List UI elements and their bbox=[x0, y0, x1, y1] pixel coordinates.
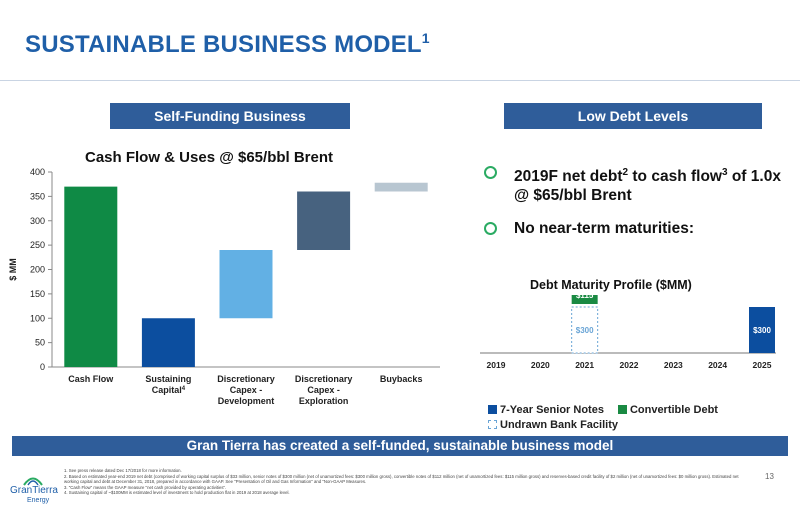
year-tick-label: 2023 bbox=[664, 360, 683, 370]
waterfall-bar bbox=[297, 191, 351, 250]
y-tick-label: 100 bbox=[30, 313, 45, 323]
low-debt-header: Low Debt Levels bbox=[504, 103, 762, 129]
year-tick-label: 2024 bbox=[708, 360, 727, 370]
waterfall-bar bbox=[141, 318, 195, 367]
debt-chart-title: Debt Maturity Profile ($MM) bbox=[530, 278, 692, 292]
y-tick-label: 350 bbox=[30, 191, 45, 201]
waterfall-bar bbox=[64, 186, 118, 367]
page-number: 13 bbox=[765, 472, 774, 481]
year-tick-label: 2020 bbox=[531, 360, 550, 370]
x-tick-label: Capital4 bbox=[152, 385, 186, 395]
y-tick-label: 250 bbox=[30, 240, 45, 250]
waterfall-bar bbox=[374, 182, 428, 192]
x-tick-label: Capex - bbox=[230, 385, 263, 395]
x-tick-label: Development bbox=[218, 396, 275, 406]
footnote: 1. See press release dated Dec 17/2018 f… bbox=[64, 468, 182, 473]
cash-flow-chart-title: Cash Flow & Uses @ $65/bbl Brent bbox=[85, 149, 334, 166]
legend-convertible-debt: Convertible Debt bbox=[617, 404, 718, 416]
y-tick-label: 400 bbox=[30, 167, 45, 177]
year-tick-label: 2021 bbox=[575, 360, 594, 370]
legend-swatch bbox=[617, 405, 627, 414]
x-tick-label: Capex - bbox=[307, 385, 340, 395]
slide-title: SUSTAINABLE BUSINESS MODEL1 bbox=[25, 30, 430, 58]
footnote: 2. Based on estimated year-end 2019 net … bbox=[64, 473, 739, 485]
x-tick-label: Cash Flow bbox=[68, 374, 114, 384]
year-tick-label: 2025 bbox=[753, 360, 772, 370]
x-tick-label: Buybacks bbox=[380, 374, 423, 384]
debt-value-label: $115 bbox=[576, 295, 594, 300]
y-tick-label: 50 bbox=[35, 338, 45, 348]
bottom-banner: Gran Tierra has created a self-funded, s… bbox=[12, 436, 788, 456]
bullet-ring-icon bbox=[484, 222, 497, 236]
legend-swatch bbox=[488, 420, 497, 429]
bullet-net-debt: 2019F net debt2 to cash flow3 of 1.0x @ … bbox=[484, 163, 784, 205]
debt-maturity-chart: 2019 2020 2021 2022 2023 2024 2025 $300 $115 $300 bbox=[480, 295, 776, 370]
legend-swatch bbox=[488, 405, 497, 414]
y-tick-label: 200 bbox=[30, 265, 45, 275]
bullet-ring-icon bbox=[484, 166, 497, 179]
logo-sub: Energy bbox=[27, 497, 50, 504]
debt-bar-segment bbox=[571, 306, 599, 354]
x-tick-label: Exploration bbox=[299, 396, 349, 406]
x-tick-label: Discretionary bbox=[217, 374, 275, 384]
debt-bar-segment bbox=[749, 307, 775, 353]
cash-flow-chart: 0 50 100 150 200 250 300 350 400 $ MM Cash Flow Sus… bbox=[8, 167, 440, 406]
self-funding-header: Self-Funding Business bbox=[110, 103, 350, 129]
year-tick-label: 2022 bbox=[620, 360, 639, 370]
x-tick-label: Sustaining bbox=[145, 374, 191, 384]
footnote: 3. "Cash Flow" means the GAAP measure "n… bbox=[64, 484, 227, 490]
debt-value-label: $300 bbox=[576, 326, 594, 335]
debt-bullets: 2019F net debt2 to cash flow3 of 1.0x @ … bbox=[484, 163, 784, 252]
logo-arc-icon bbox=[23, 477, 43, 486]
year-tick-label: 2019 bbox=[487, 360, 506, 370]
legend-senior-notes: 7-Year Senior Notes bbox=[488, 404, 604, 416]
debt-value-label: $300 bbox=[753, 326, 771, 335]
debt-legend: 7-Year Senior Notes Convertible Debt Und… bbox=[488, 402, 732, 432]
x-tick-label: Discretionary bbox=[295, 374, 353, 384]
waterfall-bar bbox=[219, 250, 273, 319]
footnote: 4. Sustaining capital of ~$100MM is esti… bbox=[64, 490, 290, 496]
y-tick-label: 0 bbox=[40, 362, 45, 372]
title-divider bbox=[0, 80, 800, 81]
debt-bar-segment bbox=[571, 295, 598, 304]
footnotes: 1. See press release dated Dec 17/2018 f… bbox=[64, 468, 754, 496]
y-tick-label: 300 bbox=[30, 216, 45, 226]
company-logo: GranTierra Energy bbox=[10, 474, 58, 508]
logo-name: GranTierra bbox=[10, 485, 58, 496]
legend-undrawn-facility: Undrawn Bank Facility bbox=[488, 419, 618, 431]
y-axis-label: $ MM bbox=[8, 258, 18, 281]
bullet-maturities: No near-term maturities: bbox=[484, 219, 784, 238]
y-tick-label: 150 bbox=[30, 289, 45, 299]
